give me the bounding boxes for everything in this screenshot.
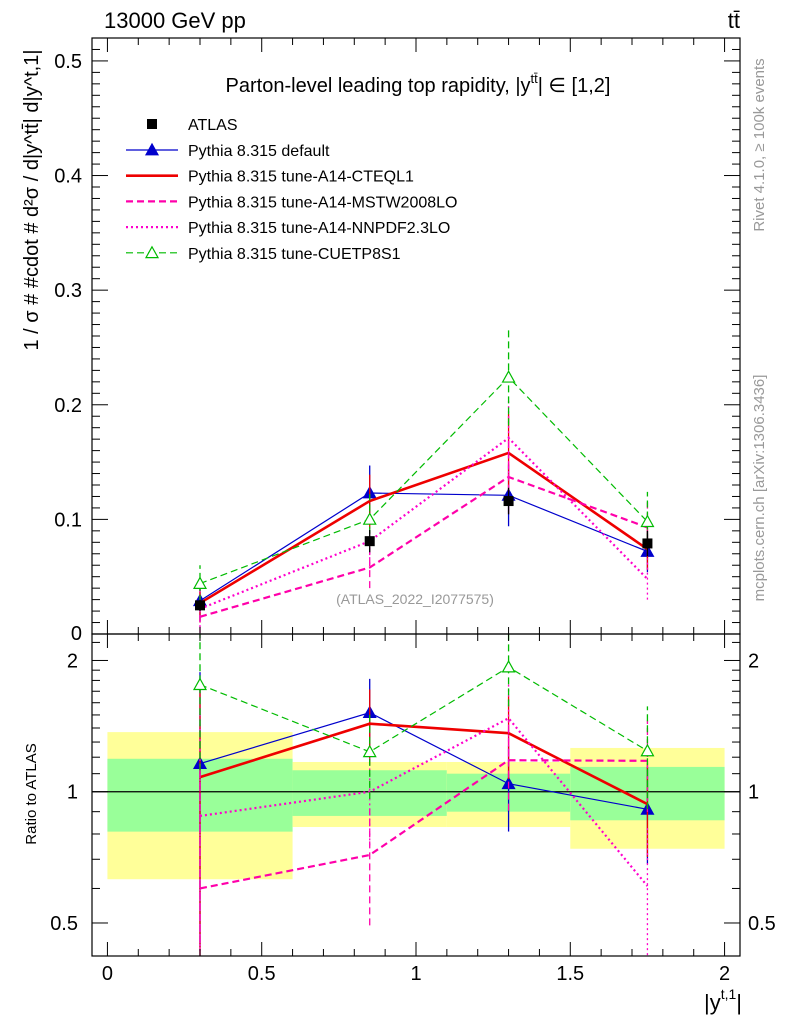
main-y-tick-label: 0.2	[54, 395, 82, 417]
legend-label: ATLAS	[188, 117, 238, 134]
rivet-version-label: Rivet 4.1.0, ≥ 100k events	[751, 58, 768, 231]
series-marker	[640, 514, 655, 528]
legend-marker	[144, 245, 160, 259]
x-axis-label-tail: |	[736, 990, 742, 1015]
x-tick-label: 0.5	[248, 963, 276, 985]
main-y-tick-label: 0.4	[54, 166, 82, 188]
ratio-y-tick-label-right: 2	[748, 650, 759, 672]
series-line	[199, 475, 648, 618]
ratio-series-line	[199, 716, 649, 887]
series-marker	[501, 370, 516, 383]
x-tick-label: 1.5	[556, 963, 584, 985]
ratio-series-line	[199, 666, 648, 753]
plot-title-sup: tt̄	[531, 71, 539, 86]
legend-label: Pythia 8.315 default	[188, 143, 330, 160]
legend-marker	[144, 142, 160, 156]
ratio-series-marker	[640, 743, 655, 757]
axis-tick-labels: 0 0.5 1 1.5 2 0.1 0.2 0.3 0.4 0.5 0 0.5 0.5 1 1 2 2	[50, 51, 776, 985]
mcplots-label: mcplots.cern.ch [arXiv:1306.3436]	[751, 375, 768, 602]
legend-symbol	[147, 119, 157, 129]
data-point	[503, 496, 514, 507]
main-y-zero-label: 0	[71, 623, 82, 645]
ratio-panel-series	[192, 634, 655, 956]
ratio-y-tick-label-left: 2	[67, 650, 78, 672]
x-axis-label: |yt,1|	[704, 986, 742, 1015]
ratio-y-tick-label-left: 0.5	[50, 913, 78, 935]
series-marker	[362, 512, 377, 525]
collision-label: 13000 GeV pp	[104, 8, 246, 33]
ratio-series-line	[199, 759, 648, 890]
x-axis-label-main: |y	[704, 990, 721, 1015]
x-tick-label: 2	[719, 963, 730, 985]
main-y-tick-label: 0.3	[54, 280, 82, 302]
series-line	[199, 492, 648, 602]
process-label: tt̄	[728, 8, 740, 33]
main-y-tick-label: 0.5	[54, 51, 82, 73]
ratio-y-tick-label-left: 1	[67, 782, 78, 804]
plot-title-main: Parton-level leading top rapidity, |y	[226, 75, 531, 97]
legend-label: Pythia 8.315 tune-A14-CTEQL1	[188, 169, 414, 186]
legend-label: Pythia 8.315 tune-A14-MSTW2008LO	[188, 194, 457, 211]
ratio-series-marker	[192, 677, 208, 691]
data-point	[195, 600, 205, 611]
ratio-y-axis-label: Ratio to ATLAS	[23, 743, 40, 844]
x-tick-label: 1	[410, 963, 421, 985]
plot-title-tail: | ∈ [1,2]	[538, 75, 611, 97]
series-marker	[192, 576, 208, 589]
ratio-y-tick-label-right: 0.5	[748, 913, 776, 935]
main-y-axis-label: 1 / σ # #cdot # d²σ / d|y^tt̄| d|y^t,1|	[21, 49, 43, 350]
legend: ATLAS Pythia 8.315 default Pythia 8.315 tu…	[126, 117, 457, 263]
axis-ticks	[92, 37, 740, 956]
plot-title: Parton-level leading top rapidity, |ytt̄…	[226, 71, 611, 97]
legend-label: Pythia 8.315 tune-A14-NNPDF2.3LO	[188, 220, 450, 237]
analysis-watermark: (ATLAS_2022_I2077575)	[336, 591, 494, 607]
legend-label: Pythia 8.315 tune-CUETP8S1	[188, 246, 401, 263]
series-line	[199, 436, 649, 610]
ratio-series-line	[199, 711, 648, 810]
ratio-series-line	[199, 722, 649, 806]
ratio-series-marker	[362, 744, 377, 758]
main-y-tick-label: 0.1	[54, 509, 82, 531]
ratio-y-tick-label-right: 1	[748, 782, 759, 804]
data-point	[364, 536, 375, 547]
x-axis-label-sup: t,1	[721, 986, 737, 1002]
series-line	[199, 451, 649, 605]
x-tick-label: 0	[102, 963, 113, 985]
data-point	[642, 538, 653, 549]
main-panel-series	[192, 329, 655, 633]
series-line	[199, 376, 648, 585]
ratio-series-marker	[501, 659, 516, 673]
